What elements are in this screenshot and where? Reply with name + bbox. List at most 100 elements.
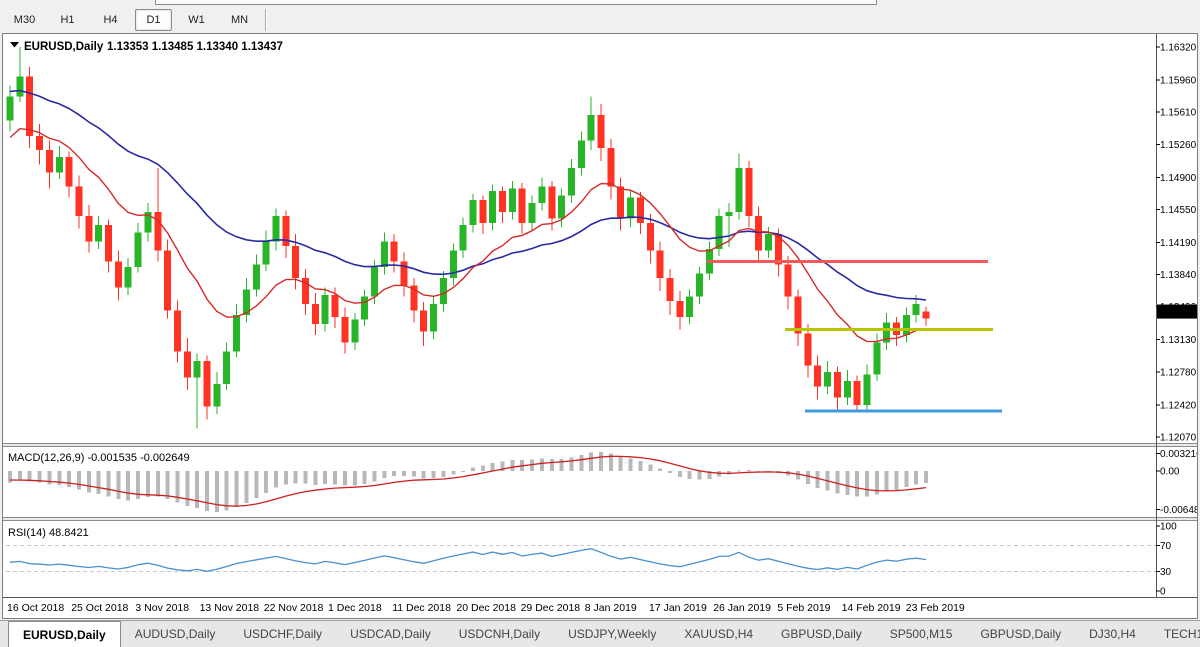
macd-histogram-bar	[431, 471, 436, 479]
date-axis[interactable]: 16 Oct 2018 25 Oct 2018 3 Nov 2018 13 Nov 2…	[7, 602, 965, 614]
candle-up	[124, 258, 132, 295]
candle-down	[341, 307, 349, 354]
candle-down	[745, 160, 753, 227]
chart-tab-xauusd-h4[interactable]: XAUUSD,H4	[684, 627, 754, 641]
macd-histogram-bar	[579, 455, 584, 472]
chart-tab-gbpusd-daily[interactable]: GBPUSD,Daily	[980, 627, 1062, 641]
candle-down	[636, 191, 644, 235]
macd-histogram-bar	[707, 471, 712, 479]
chart-tab-gbpusd-daily[interactable]: GBPUSD,Daily	[781, 627, 862, 641]
macd-histogram-bar	[392, 471, 397, 477]
timeframe-button-w1[interactable]: W1	[188, 13, 205, 26]
date-axis-label: 29 Dec 2018	[521, 602, 581, 614]
macd-histogram-bar	[618, 456, 623, 472]
macd-axis-label: -0.006485	[1160, 505, 1197, 516]
macd-histogram-bar	[451, 471, 456, 475]
candle-up	[321, 287, 329, 332]
chart-tab-sp500-m15[interactable]: SP500,M15	[889, 627, 953, 641]
candle-up	[223, 342, 231, 391]
macd-pane: 0.003216 0.00 -0.006485	[8, 449, 1200, 516]
candle-down	[804, 324, 812, 378]
macd-histogram-bar	[500, 461, 505, 472]
timeframe-button-mn[interactable]: MN	[230, 13, 249, 26]
ma-slow-line	[9, 89, 927, 301]
timeframe-button-h4[interactable]: H4	[103, 13, 118, 26]
collapse-chart-icon[interactable]	[10, 42, 19, 48]
candle-down	[36, 124, 44, 165]
price-axis-label: 1.13130	[1160, 335, 1197, 346]
rsi-indicator-label: RSI(14) 48.8421	[8, 527, 89, 539]
candle-down	[518, 182, 526, 235]
chart-tab-audusd-daily[interactable]: AUDUSD,Daily	[134, 627, 216, 641]
candle-up	[55, 146, 63, 180]
chart-tab-dj30-h4[interactable]: DJ30,H4	[1089, 627, 1136, 641]
candle-down	[311, 292, 319, 336]
price-axis-label: 1.13840	[1160, 270, 1197, 281]
macd-axis-label: 0.003216	[1160, 449, 1197, 460]
candle-up	[696, 267, 703, 304]
price-axis-label: 1.12420	[1160, 400, 1197, 411]
macd-histogram-bar	[805, 471, 810, 484]
pane-separators[interactable]	[3, 34, 1197, 598]
candle-up	[627, 190, 635, 227]
candle-down	[75, 175, 83, 229]
candle-down	[410, 278, 418, 323]
price-axis-label: 1.15960	[1160, 76, 1197, 87]
candle-up	[489, 184, 497, 231]
timeframe-button-h1[interactable]: H1	[60, 13, 75, 26]
candle-up	[6, 85, 14, 132]
candle-down	[755, 206, 763, 262]
chart-tab-usdjpy-weekly[interactable]: USDJPY,Weekly	[568, 627, 657, 641]
macd-histogram-bar	[96, 471, 101, 494]
rsi-axis-label: 0	[1160, 587, 1166, 598]
macd-histogram-bar	[76, 471, 81, 490]
candle-down	[203, 355, 211, 420]
timeframe-button-m30[interactable]: M30	[13, 13, 36, 26]
chart-tab-eurusd-daily[interactable]: EURUSD,Daily	[8, 621, 121, 647]
candle-down	[164, 239, 172, 319]
macd-histogram-bar	[155, 471, 160, 497]
macd-histogram-bar	[165, 471, 170, 500]
date-axis-label: 8 Jan 2019	[585, 602, 637, 614]
candle-down	[173, 300, 181, 363]
pane-splitter[interactable]	[3, 444, 1197, 446]
candle-down	[85, 204, 93, 253]
candle-up	[95, 215, 103, 249]
candle-down	[814, 355, 822, 400]
macd-histogram-bar	[845, 471, 850, 495]
candle-up	[242, 278, 250, 323]
macd-histogram-bar	[86, 471, 91, 493]
timeframe-button-d1[interactable]: D1	[135, 8, 172, 31]
price-axis[interactable]: 1.16320 1.15960 1.15610 1.15260 1.14900 1.145…	[1156, 43, 1197, 444]
macd-histogram-bar	[333, 471, 338, 485]
candle-up	[528, 195, 536, 231]
macd-histogram-bar	[648, 464, 653, 472]
price-axis-label: 1.16320	[1160, 43, 1197, 54]
chart-tab-usdchf-daily[interactable]: USDCHF,Daily	[243, 627, 323, 641]
macd-histogram-bar	[628, 458, 633, 472]
macd-histogram-bar	[244, 471, 249, 504]
candle-down	[548, 180, 556, 231]
macd-histogram-bar	[539, 458, 544, 472]
macd-histogram-bar	[313, 471, 318, 485]
pane-splitter[interactable]	[3, 518, 1197, 520]
candle-up	[725, 203, 733, 248]
macd-histogram-bar	[362, 471, 367, 485]
macd-histogram-bar	[185, 471, 190, 507]
chart-tab-tech100-h[interactable]: TECH100,H	[1163, 627, 1200, 641]
chart-canvas[interactable]: 1.16320 1.15960 1.15610 1.15260 1.14900 1.145…	[3, 34, 1200, 618]
macd-histogram-bar	[8, 471, 12, 483]
macd-histogram-bar	[254, 471, 259, 499]
docked-panel-bottom-edge	[155, 0, 877, 5]
chart-tab-usdcad-daily[interactable]: USDCAD,Daily	[350, 627, 431, 641]
candle-up	[144, 203, 152, 242]
price-axis-label: 1.12780	[1160, 367, 1197, 378]
chart-tab-usdcnh-daily[interactable]: USDCNH,Daily	[458, 627, 541, 641]
candle-down	[183, 337, 191, 391]
candle-up	[735, 153, 743, 220]
trendline-objects[interactable]	[707, 259, 1002, 413]
macd-histogram-bar	[874, 471, 879, 495]
candle-up	[567, 158, 575, 203]
candle-up	[272, 208, 280, 251]
macd-histogram-bar	[136, 471, 141, 500]
